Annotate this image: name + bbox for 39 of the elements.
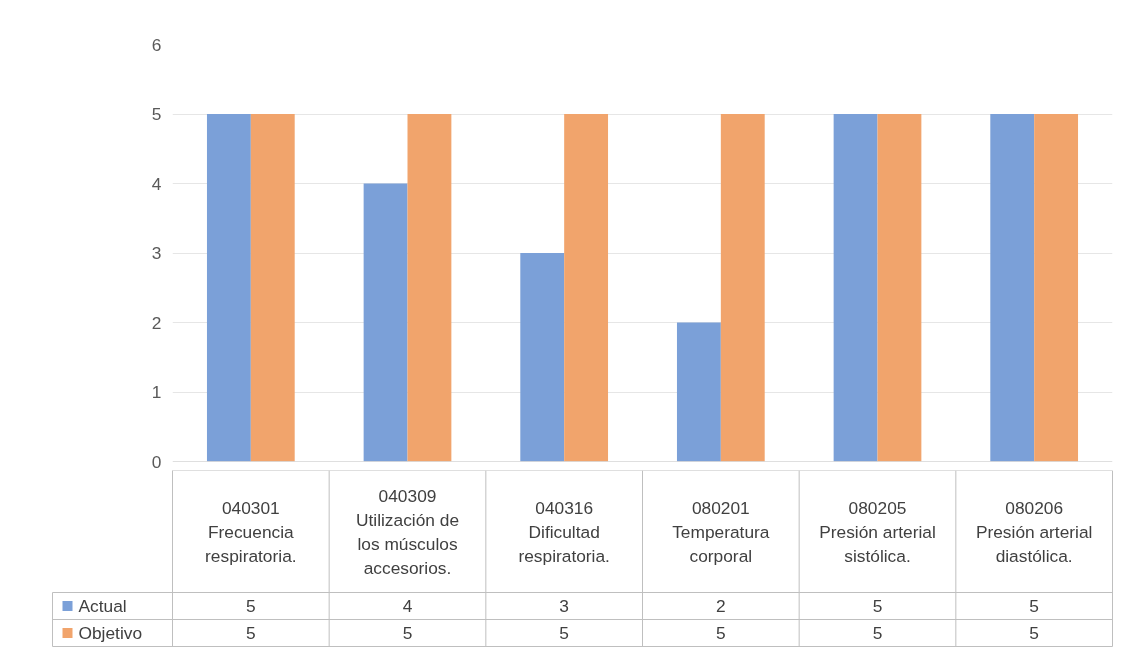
data-label: 5 [559,623,569,643]
y-tick-label: 2 [151,312,162,333]
data-label: 5 [246,596,256,616]
bar [250,114,295,462]
y-tick-label: 5 [151,104,162,124]
y-tick-label: 1 [151,382,162,402]
bar [833,114,878,462]
bar [520,253,565,462]
data-label: 5 [1029,596,1039,616]
data-label: 5 [1029,623,1039,643]
bar [363,183,408,462]
y-tick-label: 0 [151,451,162,472]
bar [1034,114,1079,462]
x-tick-label: 080206 Presión arterial diastólica. [975,497,1093,566]
bar [206,114,251,462]
legend-label: Objetivo [78,623,143,643]
x-tick-label: 080205 Presión arterial sistólica. [819,497,936,566]
bar [990,114,1035,462]
bar [720,114,765,462]
y-tick-label: 3 [151,243,162,263]
data-label: 5 [872,596,883,616]
bar [676,322,721,462]
bar [407,114,452,462]
bar [877,114,922,462]
data-label: 4 [402,596,413,616]
x-tick-label: 040301 Frecuencia respiratoria. [205,497,297,566]
legend-label: Actual [78,596,127,616]
data-label: 5 [716,623,726,643]
y-tick-label: 6 [151,34,162,55]
data-label: 5 [246,623,256,643]
data-label: 5 [402,623,413,643]
data-label: 3 [559,596,569,616]
data-label: 5 [872,623,883,643]
data-label: 2 [716,596,726,616]
x-tick-label: 080201 Temperatura corporal [672,497,770,566]
x-tick-label: 040316 Dificultad respiratoria. [518,497,610,566]
y-tick-label: 4 [151,173,162,194]
x-tick-label: 040309 Utilización de los músculos accesorios. [355,485,460,578]
bar [564,114,609,462]
